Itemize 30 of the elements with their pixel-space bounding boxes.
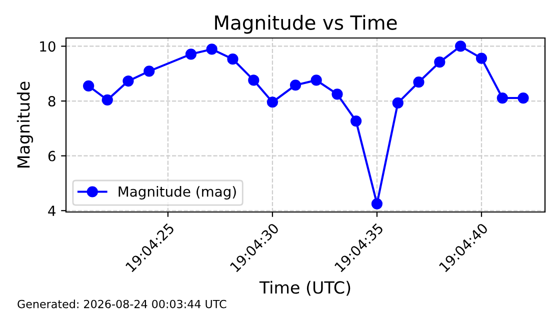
point [185, 48, 197, 60]
point [413, 76, 424, 88]
chart-title: Magnitude vs Time [215, 14, 397, 34]
point [248, 74, 260, 86]
x-axis-title: Time (UTC) [259, 280, 350, 296]
point [455, 40, 466, 52]
y-tick-label: 10 [40, 41, 56, 52]
point [434, 56, 446, 68]
point [310, 74, 322, 86]
point [476, 52, 488, 64]
y-axis-title: Magnitude [16, 82, 34, 168]
y-tick-label: 4 [48, 206, 56, 216]
point [227, 54, 238, 65]
point [371, 198, 383, 210]
y-tick-label: 6 [48, 150, 56, 162]
point [144, 66, 155, 77]
y-tick-label: 8 [48, 96, 56, 106]
point [332, 88, 343, 100]
legend-label: Magnitude (mag) [118, 186, 236, 200]
point [392, 97, 404, 108]
point [206, 44, 218, 55]
point [266, 96, 278, 108]
point [122, 75, 134, 87]
point [290, 80, 302, 91]
point [83, 80, 94, 92]
point [350, 115, 362, 127]
point [102, 94, 113, 106]
point [496, 92, 508, 104]
text: Generated: 2026-08-24 00:03:44 UTC [18, 300, 226, 308]
point [518, 92, 529, 104]
